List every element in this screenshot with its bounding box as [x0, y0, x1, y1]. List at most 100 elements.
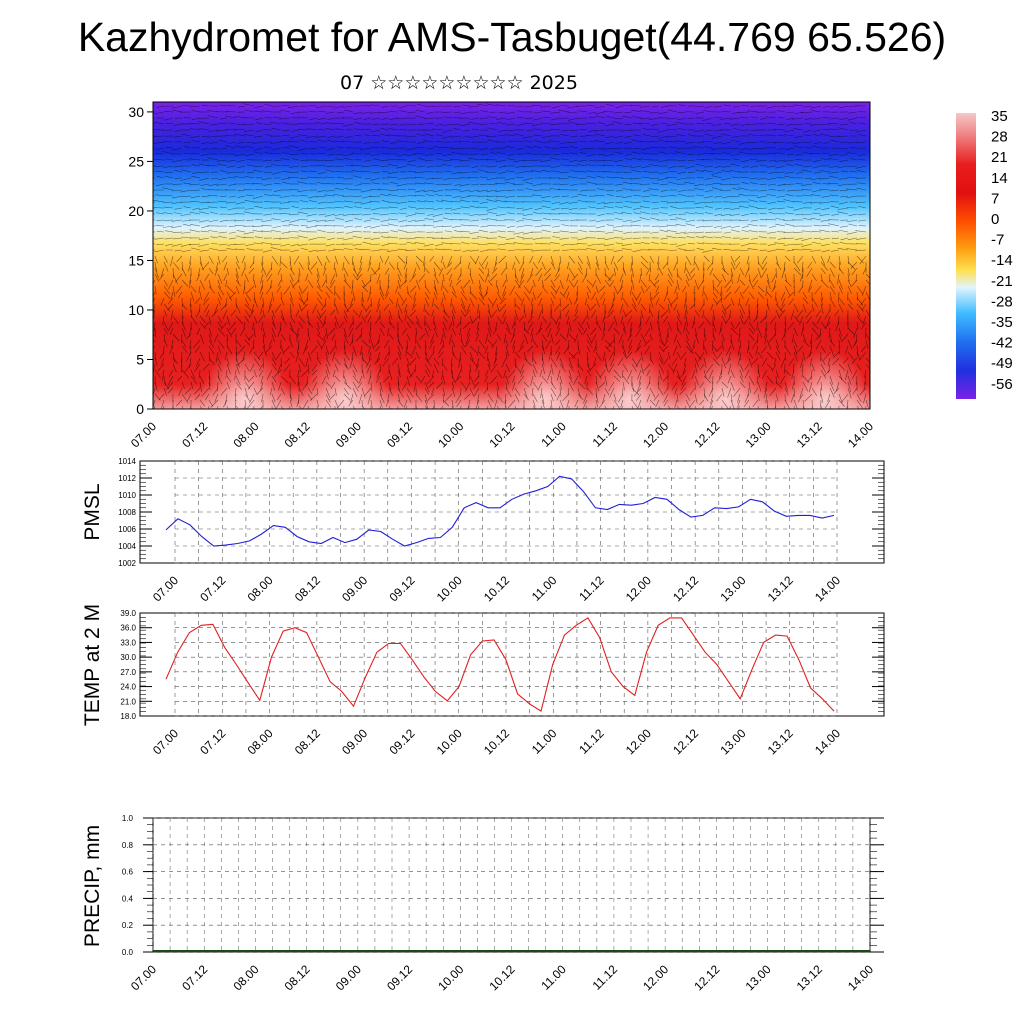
wind-barb [496, 381, 500, 391]
wind-barb [414, 363, 417, 372]
wind-barb [750, 237, 759, 240]
wind-barb [786, 123, 795, 126]
wind-barb [451, 339, 456, 348]
wind-barb [815, 333, 822, 341]
wind-barb [361, 111, 372, 114]
heat-blob [585, 350, 675, 409]
wind-barb [859, 351, 867, 361]
wind-barb [325, 345, 329, 355]
wind-barb [696, 158, 705, 161]
wind-barb [450, 147, 462, 150]
wind-barb [415, 375, 422, 382]
wind-barb [423, 140, 435, 143]
wind-barb [289, 219, 300, 223]
wind-barb [853, 327, 858, 339]
wind-barb [568, 201, 579, 204]
wind-barb [864, 369, 867, 378]
wind-barb [235, 225, 246, 227]
wind-barb [180, 213, 192, 216]
wind-barb [646, 393, 651, 403]
wind-barb [378, 111, 390, 114]
wind-barb [541, 169, 552, 173]
wind-barb [486, 171, 498, 173]
wind-barb [353, 128, 363, 131]
wind-barb [541, 285, 548, 294]
wind-barb [694, 309, 700, 318]
wind-barb [397, 405, 399, 409]
wind-barb [607, 309, 615, 318]
wind-barb [703, 315, 711, 325]
wind-barb [753, 315, 759, 323]
wind-barb [723, 291, 732, 300]
wind-barb [190, 195, 201, 199]
wind-barb [362, 241, 372, 245]
wind-barb [622, 309, 627, 317]
wind-barb [244, 109, 255, 113]
wind-barb [316, 219, 327, 222]
wind-barb [487, 139, 498, 143]
wind-barb [515, 105, 525, 108]
wind-barb [605, 135, 615, 139]
wind-barb [523, 321, 525, 331]
wind-barb [595, 285, 599, 294]
wind-barb [662, 375, 669, 382]
wind-barb [460, 236, 471, 239]
wind-barb [397, 267, 402, 277]
wind-barb [586, 309, 589, 320]
wind-barb [552, 225, 561, 228]
wind-barb [828, 158, 840, 161]
wind-barb [332, 369, 336, 378]
wind-barb [226, 345, 233, 355]
wind-barb [709, 399, 714, 409]
wind-barb [839, 242, 849, 245]
wind-barb [630, 104, 642, 107]
wind-barb [577, 200, 588, 203]
wind-barb [626, 351, 633, 359]
wind-barb [814, 285, 822, 295]
x-tick-label: 12.00 [640, 419, 671, 450]
wind-barb [181, 381, 185, 389]
x-tick-label: 13.00 [717, 573, 748, 604]
wind-barb [745, 297, 750, 306]
wind-barb [228, 225, 237, 227]
wind-barb [820, 133, 831, 137]
wind-barb [218, 231, 228, 234]
wind-barb [689, 399, 696, 408]
wind-barb [766, 153, 777, 155]
wind-barb [323, 261, 327, 270]
wind-barb [631, 291, 638, 301]
wind-barb [248, 267, 255, 275]
wind-barb [587, 243, 597, 247]
wind-barb [219, 105, 228, 107]
wind-barb [390, 123, 399, 126]
wind-barb [632, 151, 642, 155]
wind-barb [379, 363, 382, 372]
wind-barb [721, 381, 729, 389]
wind-barb [748, 133, 759, 137]
wind-barb [225, 128, 237, 131]
wind-barb [175, 399, 183, 407]
wind-barb [550, 333, 554, 344]
wind-barb [790, 393, 795, 403]
wind-barb [348, 327, 354, 338]
wind-barb [296, 327, 300, 338]
wind-barb [153, 291, 156, 298]
wind-barb [440, 297, 444, 307]
wind-barb [840, 170, 849, 173]
wind-barb [588, 230, 597, 233]
wind-barb [352, 261, 356, 272]
wind-barb [307, 219, 318, 223]
wind-barb [307, 255, 310, 265]
wind-barb [432, 207, 444, 211]
wind-barb [812, 159, 822, 162]
wind-barb [748, 405, 751, 409]
wind-barb [783, 237, 795, 240]
wind-barb [262, 333, 264, 343]
wind-barb [505, 351, 508, 360]
wind-barb [604, 363, 609, 373]
wind-barb [266, 369, 273, 380]
x-tick-label: 13.12 [794, 962, 825, 993]
wind-barb [622, 345, 627, 357]
wind-barb [165, 122, 174, 125]
wind-barb [289, 399, 293, 408]
